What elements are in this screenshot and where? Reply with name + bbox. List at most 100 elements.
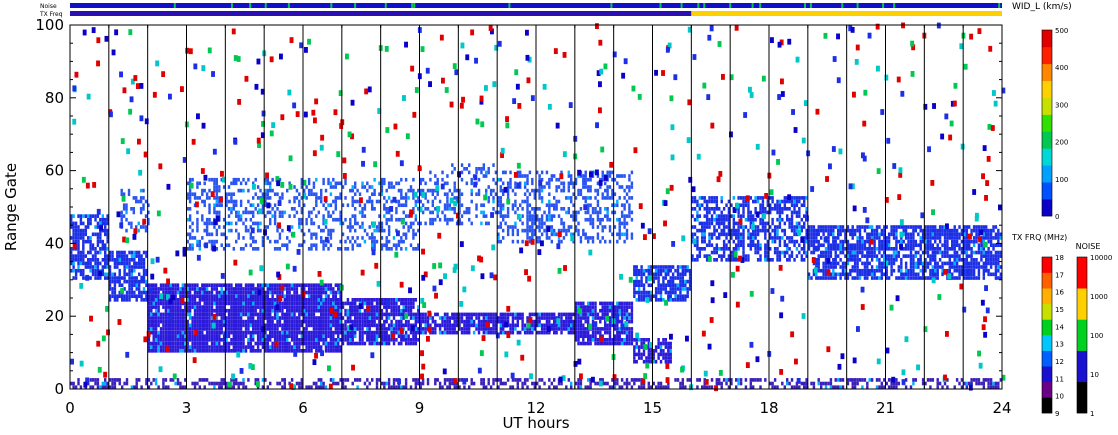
data-cell — [312, 338, 316, 342]
data-cell — [441, 210, 444, 215]
data-cell — [560, 319, 563, 324]
data-cell — [659, 349, 663, 353]
data-cell — [218, 283, 221, 288]
data-cell — [133, 265, 136, 269]
data-cell — [307, 177, 311, 182]
data-cell — [599, 341, 602, 346]
data-cell — [327, 316, 330, 320]
data-cell — [307, 338, 311, 342]
data-cell — [448, 323, 452, 328]
data-cell — [557, 236, 561, 240]
data-cell — [203, 228, 206, 233]
data-cell — [305, 316, 308, 320]
data-cell — [506, 323, 510, 328]
data-cell — [412, 247, 415, 251]
data-cell — [125, 290, 129, 295]
data-cell — [138, 294, 141, 299]
data-cell — [749, 236, 753, 240]
data-cell — [732, 214, 736, 218]
data-cell — [778, 239, 782, 244]
data-cell — [94, 258, 97, 262]
data-cell — [662, 287, 665, 291]
data-cell — [213, 298, 216, 302]
data-cell — [239, 330, 243, 335]
data-cell — [324, 345, 328, 349]
data-cell — [625, 305, 629, 309]
data-cell — [536, 236, 539, 240]
data-cell — [485, 327, 488, 331]
data-cell — [210, 345, 214, 349]
data-cell — [312, 181, 316, 186]
data-cell — [230, 221, 233, 226]
data-cell — [341, 232, 345, 237]
data-cell — [400, 319, 403, 324]
data-cell — [281, 210, 284, 215]
data-cell — [349, 312, 352, 317]
data-cell — [123, 272, 126, 277]
data-cell — [196, 283, 199, 288]
data-cell — [766, 250, 770, 255]
data-cell — [781, 207, 784, 211]
data-cell — [708, 199, 711, 204]
data-cell — [669, 276, 672, 280]
data-cell — [293, 327, 296, 331]
data-cell — [82, 247, 85, 251]
data-cell — [157, 287, 160, 291]
data-cell — [295, 298, 299, 302]
data-cell — [91, 243, 95, 248]
data-cell — [283, 345, 287, 349]
data-cell — [380, 221, 384, 226]
data-cell — [322, 239, 325, 244]
data-cell — [191, 298, 194, 302]
data-cell — [647, 352, 651, 357]
data-cell — [186, 283, 189, 288]
data-cell — [584, 199, 587, 204]
data-cell — [679, 276, 682, 280]
data-cell — [252, 301, 255, 306]
data-cell — [487, 327, 490, 331]
data-cell — [108, 250, 112, 255]
data-cell — [637, 345, 641, 349]
data-cell — [778, 221, 782, 226]
data-cell — [186, 327, 189, 331]
data-cell — [545, 312, 549, 317]
data-cell — [208, 232, 211, 237]
data-cell — [121, 294, 124, 299]
data-cell — [589, 185, 592, 189]
data-cell — [431, 221, 435, 226]
data-cell — [509, 312, 512, 317]
data-cell — [545, 236, 549, 240]
data-cell — [587, 305, 590, 309]
data-cell — [701, 203, 704, 208]
data-cell — [545, 330, 549, 335]
data-cell — [584, 305, 587, 309]
data-cell — [390, 327, 393, 331]
data-cell — [332, 210, 335, 215]
data-cell — [77, 232, 80, 237]
data-cell — [458, 319, 461, 324]
data-cell — [494, 327, 498, 331]
data-cell — [587, 312, 590, 317]
data-cell — [322, 301, 325, 306]
data-cell — [747, 199, 750, 204]
data-cell — [657, 265, 660, 269]
data-cell — [135, 196, 138, 200]
data-cell — [773, 207, 777, 211]
data-cell — [754, 250, 757, 255]
data-cell — [696, 228, 699, 233]
data-cell — [397, 243, 401, 248]
data-cell — [667, 265, 670, 269]
data-cell — [761, 207, 765, 211]
data-cell — [623, 214, 626, 218]
data-cell — [387, 181, 391, 186]
data-cell — [611, 170, 614, 175]
data-cell — [244, 287, 248, 291]
data-cell — [269, 221, 272, 226]
data-cell — [227, 207, 231, 211]
data-cell — [570, 323, 573, 328]
data-cell — [104, 217, 107, 222]
data-cell — [332, 334, 335, 339]
data-cell — [130, 254, 134, 258]
data-cell — [264, 312, 267, 317]
data-cell — [407, 301, 410, 306]
